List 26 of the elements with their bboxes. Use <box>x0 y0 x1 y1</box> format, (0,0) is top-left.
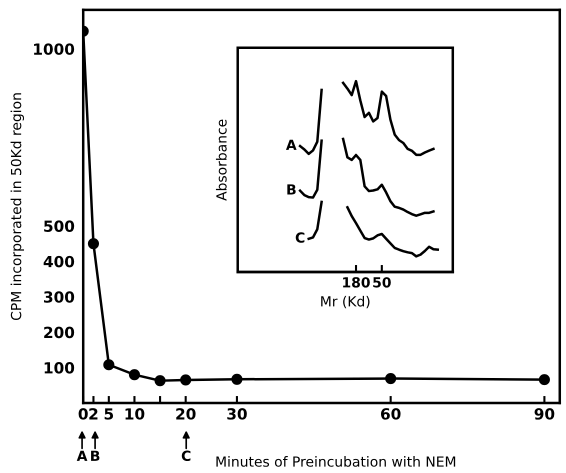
series-label: A <box>286 140 297 150</box>
x-tick-label: 60 <box>380 408 401 420</box>
y-tick-label: 400 <box>44 256 74 268</box>
x-tick-label: 20 <box>176 408 196 420</box>
y-tick-label: 100 <box>44 362 74 374</box>
y-tick-label: 200 <box>44 326 74 338</box>
series-label: C <box>296 232 304 243</box>
y-axis-title: CPM incorporated in 50Kd region <box>10 93 24 320</box>
x-tick-label: 50 <box>373 277 391 288</box>
x-tick-label: 0 <box>78 408 88 420</box>
y-axis-title: Absorbance <box>216 120 227 201</box>
series-label: B <box>287 184 296 195</box>
x-tick-label: 90 <box>534 408 554 420</box>
x-axis-title: Mr (Kd) <box>321 296 370 308</box>
y-tick-label: 500 <box>44 220 74 232</box>
text: C <box>182 450 190 462</box>
x-tick-label: 2 <box>89 408 98 420</box>
x-tick-label: 180 <box>343 277 370 288</box>
text: B <box>91 450 100 461</box>
text: A <box>76 450 88 461</box>
x-tick-label: 5 <box>104 408 114 420</box>
x-axis-title: Minutes of Preincubation with NEM <box>216 456 456 467</box>
x-tick-label: 30 <box>227 408 247 420</box>
y-tick-label: 1000 <box>34 43 74 55</box>
x-tick-label: 10 <box>126 408 144 420</box>
y-tick-label: 300 <box>44 291 74 303</box>
